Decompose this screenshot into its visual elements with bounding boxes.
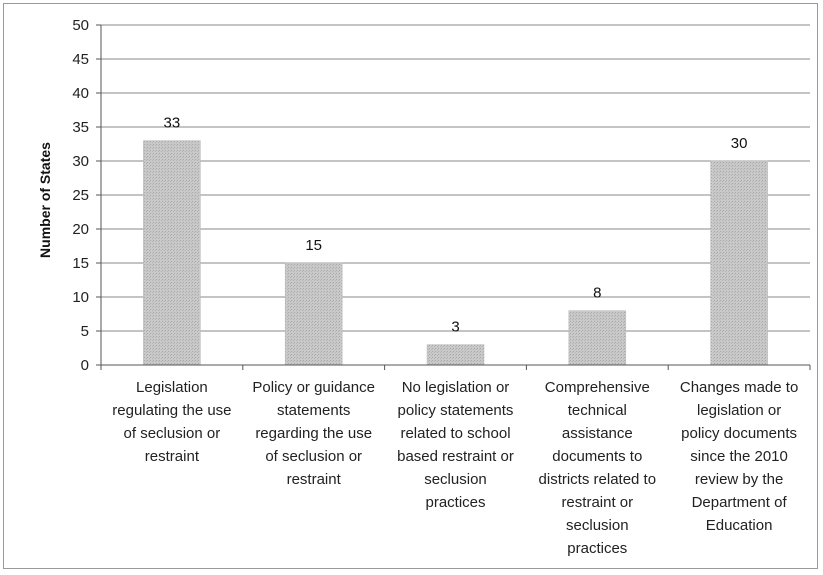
x-category-label-line: Policy or guidance [252, 379, 375, 396]
x-category-label-line: restraint [287, 471, 342, 488]
x-category-label-line: since the 2010 [690, 448, 788, 465]
x-category-label: No legislation or policy statements relate… [397, 379, 514, 511]
x-category-label-line: seclusion [566, 517, 629, 534]
x-category-label-line: Changes made to [680, 379, 798, 396]
x-category-label-line: policy documents [681, 425, 797, 442]
y-tick-label: 50 [72, 17, 89, 34]
y-tick-label: 25 [72, 187, 89, 204]
data-label: 3 [451, 319, 459, 336]
x-category-label-line: No legislation or [402, 379, 510, 396]
x-category-label-line: assistance [562, 425, 633, 442]
bar [710, 160, 768, 366]
x-category-label-line: practices [567, 540, 627, 557]
x-category-label-line: districts related to [539, 471, 657, 488]
x-category-label-line: practices [425, 494, 485, 511]
x-category-label-line: restraint or [561, 494, 633, 511]
y-tick-label: 20 [72, 221, 89, 238]
x-category-label-line: related to school [400, 425, 510, 442]
bar [426, 344, 485, 366]
x-category-label-line: based restraint or [397, 448, 514, 465]
x-category-label: Changes made to legislation or policy docu… [680, 379, 798, 534]
x-category-label-line: regarding the use [255, 425, 372, 442]
x-category-label-line: Legislation [136, 379, 208, 396]
data-label: 15 [305, 237, 322, 254]
bar [143, 140, 201, 366]
x-category-label-line: Department of [692, 494, 788, 511]
y-tick-label: 5 [81, 323, 89, 340]
y-tick-label: 40 [72, 85, 89, 102]
x-category-label-line: seclusion [424, 471, 487, 488]
x-category-label: Legislation regulating the use of seclusio… [112, 379, 231, 465]
y-tick-label: 10 [72, 289, 89, 306]
x-category-label-line: review by the [695, 471, 783, 488]
y-tick-label: 0 [81, 357, 89, 374]
y-tick-label: 30 [72, 153, 89, 170]
y-tick-label: 35 [72, 119, 89, 136]
x-category-label: Policy or guidance statements regarding th… [252, 379, 375, 488]
x-category-label-line: restraint [145, 448, 200, 465]
x-category-label-line: policy statements [398, 402, 514, 419]
data-label: 33 [164, 115, 181, 132]
y-tick-label: 45 [72, 51, 89, 68]
x-category-label-line: of seclusion or [265, 448, 362, 465]
data-label: 8 [593, 285, 601, 302]
x-category-label-line: Comprehensive [545, 379, 650, 396]
x-category-label-line: legislation or [697, 402, 781, 419]
x-category-label-line: documents to [552, 448, 642, 465]
data-label: 30 [731, 135, 748, 152]
x-category-label-line: regulating the use [112, 402, 231, 419]
x-category-label-line: technical [568, 402, 627, 419]
chart-frame [3, 3, 818, 569]
bar [284, 262, 343, 366]
x-category-label-line: statements [277, 402, 350, 419]
bar [568, 310, 627, 366]
x-category-label-line: Education [706, 517, 773, 534]
x-category-label: Comprehensive technical assistance document… [539, 379, 657, 557]
y-tick-label: 15 [72, 255, 89, 272]
y-axis-title: Number of States [37, 142, 53, 258]
x-category-label-line: of seclusion or [124, 425, 221, 442]
